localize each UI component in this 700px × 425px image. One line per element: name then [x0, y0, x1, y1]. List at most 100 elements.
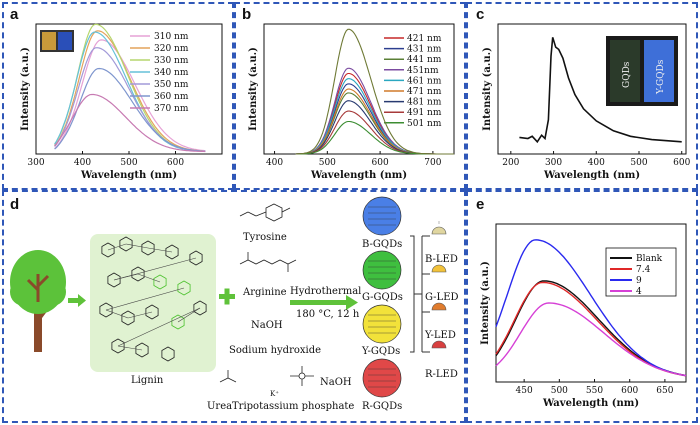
vial-icon	[610, 40, 640, 102]
legend-label: 451nm	[407, 66, 439, 76]
tyrosine-label: Tyrosine	[243, 232, 287, 243]
panel-frame-top-left	[2, 2, 234, 190]
phosphate-structure-icon	[290, 366, 314, 386]
plot-frame	[263, 23, 455, 155]
legend-label: 310 nm	[154, 32, 189, 42]
y-axis-title: Intensity (a.u.)	[480, 261, 491, 345]
chart-c: 200 300 400 500 600 Wavelength (nm) Intensity …	[482, 23, 691, 181]
bond	[105, 309, 129, 319]
panel-label-a: a	[10, 6, 19, 23]
urea-label: Urea	[207, 401, 233, 412]
series-line	[495, 239, 687, 377]
ring	[107, 272, 121, 288]
panel-label-c: c	[476, 6, 485, 23]
schematic-d	[10, 196, 447, 398]
x-tick-label: 500	[319, 158, 336, 168]
gqd-spheres	[362, 196, 402, 398]
led-bulb-icon	[431, 302, 447, 311]
conditions-label: 180 °C, 12 h	[296, 309, 360, 320]
legend-label: 7.4	[636, 265, 651, 275]
x-tick-label: 200	[502, 158, 519, 168]
panel-label-e: e	[476, 196, 485, 213]
ring	[141, 240, 155, 256]
led-label-b: B-LED	[425, 254, 458, 265]
gqd-label-g: G-GQDs	[362, 292, 403, 303]
chart-e: 450 500 550 600 650 Wavelength (nm) Intensity …	[480, 223, 687, 409]
led-bulb-icon	[431, 264, 447, 273]
lignin-label: Lignin	[131, 375, 164, 386]
bond	[113, 273, 139, 281]
plot-frame	[497, 23, 687, 155]
k-plus-label: K⁺	[270, 390, 279, 398]
legend-label: 431 nm	[407, 45, 442, 55]
chart-b: 400 500 600 700 Wavelength (nm) Intensity (a.…	[248, 23, 455, 181]
plus-icon	[219, 288, 235, 305]
ring	[171, 314, 185, 330]
panel-label-d: d	[10, 196, 20, 213]
panel-frame-bottom-right	[466, 190, 698, 423]
legend-box	[605, 247, 677, 297]
gqd-sphere-icon	[362, 304, 402, 344]
x-tick-label: 500	[551, 386, 568, 396]
x-tick-label: 600	[621, 386, 638, 396]
arrow-icon	[68, 294, 86, 307]
legend-label: 330 nm	[154, 56, 189, 66]
x-axis-title: Wavelength (nm)	[542, 398, 639, 409]
bond	[147, 247, 173, 253]
legend-label: 340 nm	[154, 68, 189, 78]
naoh-label-2: NaOH	[320, 377, 352, 388]
lignin-structure-icon	[99, 236, 207, 362]
vial-label-gqds: GQDs	[622, 61, 632, 88]
x-tick-label: 400	[588, 158, 605, 168]
panel-frame-bottom-left	[2, 190, 466, 423]
x-tick-label: 500	[630, 158, 647, 168]
legend-label: 491 nm	[407, 108, 442, 118]
tripotassium-label: Tripotassium phosphate	[232, 401, 355, 412]
series-line	[495, 302, 687, 377]
ring	[189, 250, 203, 266]
x-tick-label: 600	[372, 158, 389, 168]
legend-label: 360 nm	[154, 92, 189, 102]
legend-label: 9	[636, 276, 642, 286]
series-line	[54, 30, 206, 152]
bond	[137, 273, 161, 283]
x-tick-label: 300	[545, 158, 562, 168]
x-tick-label: 700	[424, 158, 441, 168]
panel-frame-top-middle	[234, 2, 466, 190]
led-label-r: R-LED	[425, 369, 458, 380]
legend-label: 481 nm	[407, 98, 442, 108]
series-line	[54, 93, 206, 153]
series-line	[519, 37, 682, 144]
series-line	[54, 39, 206, 152]
ring	[193, 300, 207, 316]
legend-label: 370 nm	[154, 104, 189, 114]
legend-label: 441 nm	[407, 55, 442, 65]
ring	[99, 302, 113, 318]
hydrothermal-label: Hydrothermal	[290, 286, 362, 297]
x-tick-label: 600	[167, 158, 184, 168]
bond	[125, 243, 149, 249]
arginine-label: Arginine	[243, 287, 287, 298]
led-label-g: G-LED	[425, 292, 459, 303]
sodium-hydroxide-label: Sodium hydroxide	[229, 345, 322, 356]
series-line	[295, 28, 454, 155]
tree-icon	[10, 250, 66, 352]
bond	[177, 307, 201, 323]
legend-label: 320 nm	[154, 44, 189, 54]
gqd-sphere-icon	[362, 250, 402, 290]
ring	[165, 244, 179, 260]
gqd-label-r: R-GQDs	[362, 401, 403, 412]
bond	[105, 287, 185, 311]
ring	[135, 342, 149, 358]
series-line	[54, 67, 206, 152]
bond	[127, 311, 153, 319]
ring	[119, 236, 133, 252]
ring	[153, 274, 167, 290]
ring	[145, 304, 159, 320]
x-axis-title: Wavelength (nm)	[80, 170, 177, 181]
x-axis-title: Wavelength (nm)	[543, 170, 640, 181]
vial-label-ygqds: Y-GQDs	[656, 59, 666, 95]
panel-label-b: b	[242, 6, 252, 23]
x-tick-label: 300	[27, 158, 44, 168]
legend-label: Blank	[636, 254, 663, 264]
